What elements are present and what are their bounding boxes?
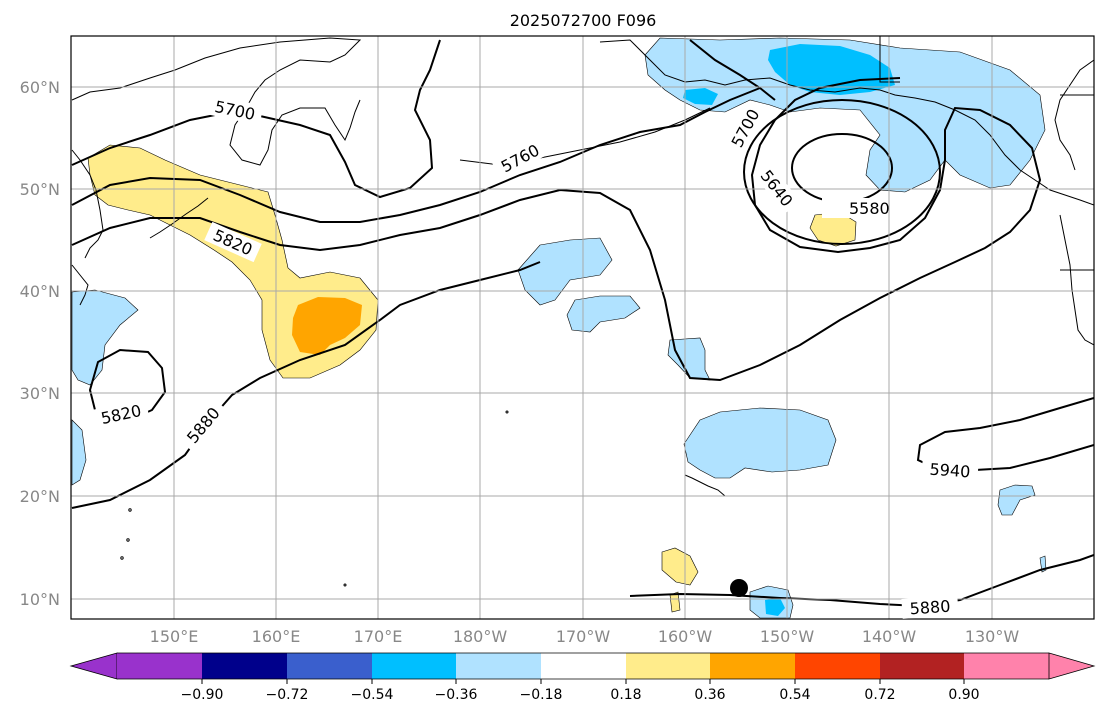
colorbar-segment: [541, 653, 626, 679]
contour-5940: [916, 397, 1094, 472]
colorbar-tick-label: 0.18: [610, 687, 641, 703]
colorbar-tick-label: 0.72: [864, 687, 895, 703]
colorbar-tick-label: −0.90: [181, 687, 224, 703]
contour-label: 5880: [909, 597, 951, 619]
colorbar-extend-high: [1048, 652, 1096, 680]
storm-marker: [730, 579, 748, 597]
lat-label-60n: 60°N: [20, 78, 60, 97]
colorbar-segment: [372, 653, 456, 679]
lat-label-50n: 50°N: [20, 180, 60, 199]
coastlines: [71, 36, 1094, 587]
lon-label-150w: 150°W: [760, 627, 815, 646]
colorbar-segment: [710, 653, 795, 679]
lat-label-10n: 10°N: [20, 590, 60, 609]
lon-label-170w: 170°W: [556, 627, 611, 646]
colorbar-segment: [117, 653, 202, 679]
height-contours: [71, 39, 1094, 608]
colorbar-tick-label: 0.36: [694, 687, 725, 703]
colorbar-tick-label: 0.54: [779, 687, 810, 703]
contour-5880-south: [629, 554, 1094, 608]
colorbar-tick-label: 0.90: [948, 687, 979, 703]
colorbar-segment: [456, 653, 541, 679]
contour-label: 5580: [849, 199, 890, 218]
lat-label-30n: 30°N: [20, 384, 60, 403]
lat-label-40n: 40°N: [20, 282, 60, 301]
longitude-labels: 150°E 160°E 170°E 180°W 170°W 160°W 150°…: [150, 627, 1020, 646]
contour-5820-north: [71, 77, 1042, 382]
colorbar-segment: [795, 653, 880, 679]
colorbar-segment: [202, 653, 287, 679]
lat-label-20n: 20°N: [20, 487, 60, 506]
contour-5880: [71, 261, 541, 509]
colorbar-extend-low: [69, 652, 118, 680]
lon-label-140w: 140°W: [862, 627, 917, 646]
lon-label-180w: 180°W: [453, 627, 508, 646]
colorbar: −0.90 −0.72 −0.54 −0.36 −0.18 0.18 0.36 …: [69, 652, 1096, 703]
colorbar-tick-label: −0.18: [520, 687, 563, 703]
contour-label: 5940: [929, 460, 971, 482]
contour-5700-west: [71, 39, 441, 199]
lon-label-160e: 160°E: [252, 627, 301, 646]
graticule: [71, 36, 1094, 619]
contour-5700-east: [689, 39, 776, 101]
lon-label-170e: 170°E: [354, 627, 403, 646]
colorbar-segment: [287, 653, 372, 679]
contour-5640: [743, 99, 941, 245]
contour-5760: [71, 87, 761, 223]
lon-label-160w: 160°W: [658, 627, 713, 646]
anomaly-shading-strong-positive: [292, 297, 362, 355]
anomaly-shading-strong-negative: [683, 44, 895, 616]
colorbar-segment: [880, 653, 964, 679]
colorbar-tick-label: −0.54: [351, 687, 394, 703]
latitude-labels: 10°N 20°N 30°N 40°N 50°N 60°N: [20, 78, 60, 609]
lon-label-150e: 150°E: [150, 627, 199, 646]
lon-label-130w: 130°W: [965, 627, 1020, 646]
colorbar-segment: [626, 653, 710, 679]
map-frame: [70, 35, 1095, 620]
colorbar-segment: [964, 653, 1049, 679]
colorbar-tick-label: −0.72: [266, 687, 309, 703]
figure-title: 2025072700 F096: [510, 11, 657, 30]
colorbar-tick-label: −0.36: [435, 687, 478, 703]
